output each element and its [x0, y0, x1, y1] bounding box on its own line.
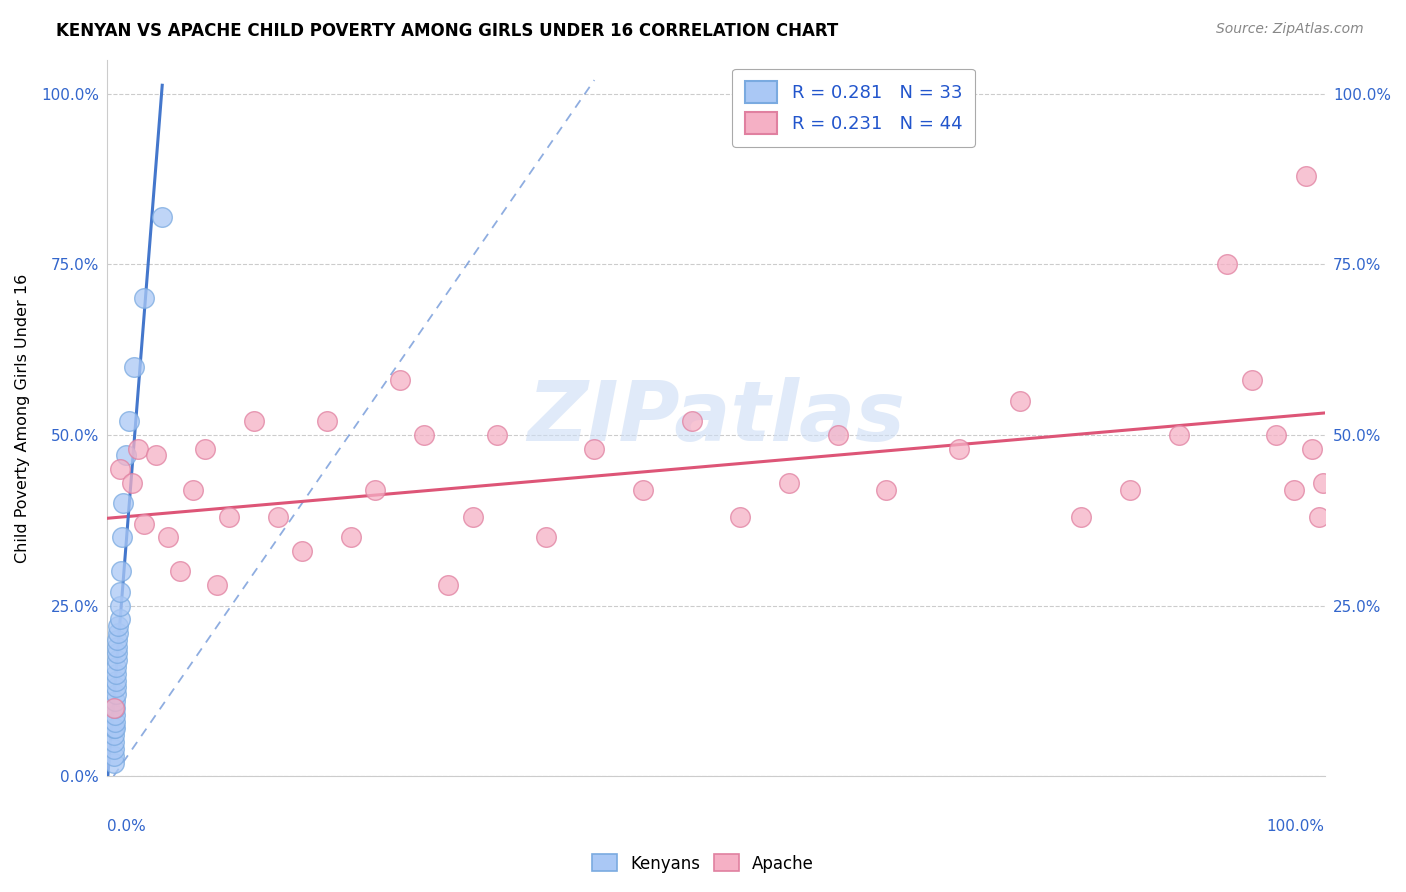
- Point: [108, 612, 131, 626]
- Point: [103, 756, 125, 770]
- Legend: R = 0.281   N = 33, R = 0.231   N = 44: R = 0.281 N = 33, R = 0.231 N = 44: [733, 69, 974, 147]
- Point: [340, 530, 363, 544]
- Point: [104, 714, 127, 729]
- Point: [1010, 393, 1032, 408]
- Point: [291, 544, 314, 558]
- Point: [104, 707, 127, 722]
- Text: Source: ZipAtlas.com: Source: ZipAtlas.com: [1216, 22, 1364, 37]
- Point: [103, 728, 125, 742]
- Point: [103, 735, 125, 749]
- Point: [108, 599, 131, 613]
- Point: [122, 359, 145, 374]
- Point: [485, 428, 508, 442]
- Point: [104, 694, 127, 708]
- Point: [107, 625, 129, 640]
- Point: [104, 660, 127, 674]
- Point: [103, 701, 125, 715]
- Point: [169, 565, 191, 579]
- Point: [534, 530, 557, 544]
- Point: [105, 640, 128, 654]
- Point: [112, 496, 135, 510]
- Point: [1119, 483, 1142, 497]
- Point: [583, 442, 606, 456]
- Point: [132, 516, 155, 531]
- Point: [1308, 509, 1330, 524]
- Point: [461, 509, 484, 524]
- Point: [118, 414, 141, 428]
- Point: [104, 701, 127, 715]
- Point: [218, 509, 240, 524]
- Point: [157, 530, 180, 544]
- Point: [103, 722, 125, 736]
- Text: ZIPatlas: ZIPatlas: [527, 377, 905, 458]
- Point: [1301, 442, 1323, 456]
- Y-axis label: Child Poverty Among Girls Under 16: Child Poverty Among Girls Under 16: [15, 273, 30, 563]
- Point: [388, 373, 411, 387]
- Point: [104, 722, 127, 736]
- Point: [127, 442, 149, 456]
- Point: [104, 666, 127, 681]
- Point: [111, 530, 134, 544]
- Point: [778, 475, 800, 490]
- Point: [105, 653, 128, 667]
- Point: [631, 483, 654, 497]
- Point: [104, 673, 127, 688]
- Point: [267, 509, 290, 524]
- Point: [104, 681, 127, 695]
- Text: 100.0%: 100.0%: [1267, 819, 1324, 834]
- Point: [132, 292, 155, 306]
- Point: [1240, 373, 1263, 387]
- Point: [121, 475, 143, 490]
- Point: [413, 428, 436, 442]
- Point: [875, 483, 897, 497]
- Point: [315, 414, 337, 428]
- Legend: Kenyans, Apache: Kenyans, Apache: [585, 847, 821, 880]
- Point: [150, 210, 173, 224]
- Point: [681, 414, 703, 428]
- Point: [107, 619, 129, 633]
- Text: KENYAN VS APACHE CHILD POVERTY AMONG GIRLS UNDER 16 CORRELATION CHART: KENYAN VS APACHE CHILD POVERTY AMONG GIR…: [56, 22, 838, 40]
- Point: [948, 442, 970, 456]
- Point: [1312, 475, 1334, 490]
- Point: [105, 632, 128, 647]
- Point: [145, 449, 167, 463]
- Point: [1265, 428, 1288, 442]
- Point: [110, 565, 132, 579]
- Point: [1295, 169, 1317, 183]
- Text: 0.0%: 0.0%: [107, 819, 146, 834]
- Point: [1284, 483, 1306, 497]
- Point: [103, 748, 125, 763]
- Point: [364, 483, 387, 497]
- Point: [730, 509, 752, 524]
- Point: [827, 428, 849, 442]
- Point: [242, 414, 264, 428]
- Point: [194, 442, 217, 456]
- Point: [108, 585, 131, 599]
- Point: [1216, 257, 1239, 271]
- Point: [114, 449, 136, 463]
- Point: [181, 483, 204, 497]
- Point: [205, 578, 228, 592]
- Point: [105, 646, 128, 660]
- Point: [1167, 428, 1189, 442]
- Point: [1070, 509, 1092, 524]
- Point: [103, 742, 125, 756]
- Point: [104, 687, 127, 701]
- Point: [437, 578, 460, 592]
- Point: [108, 462, 131, 476]
